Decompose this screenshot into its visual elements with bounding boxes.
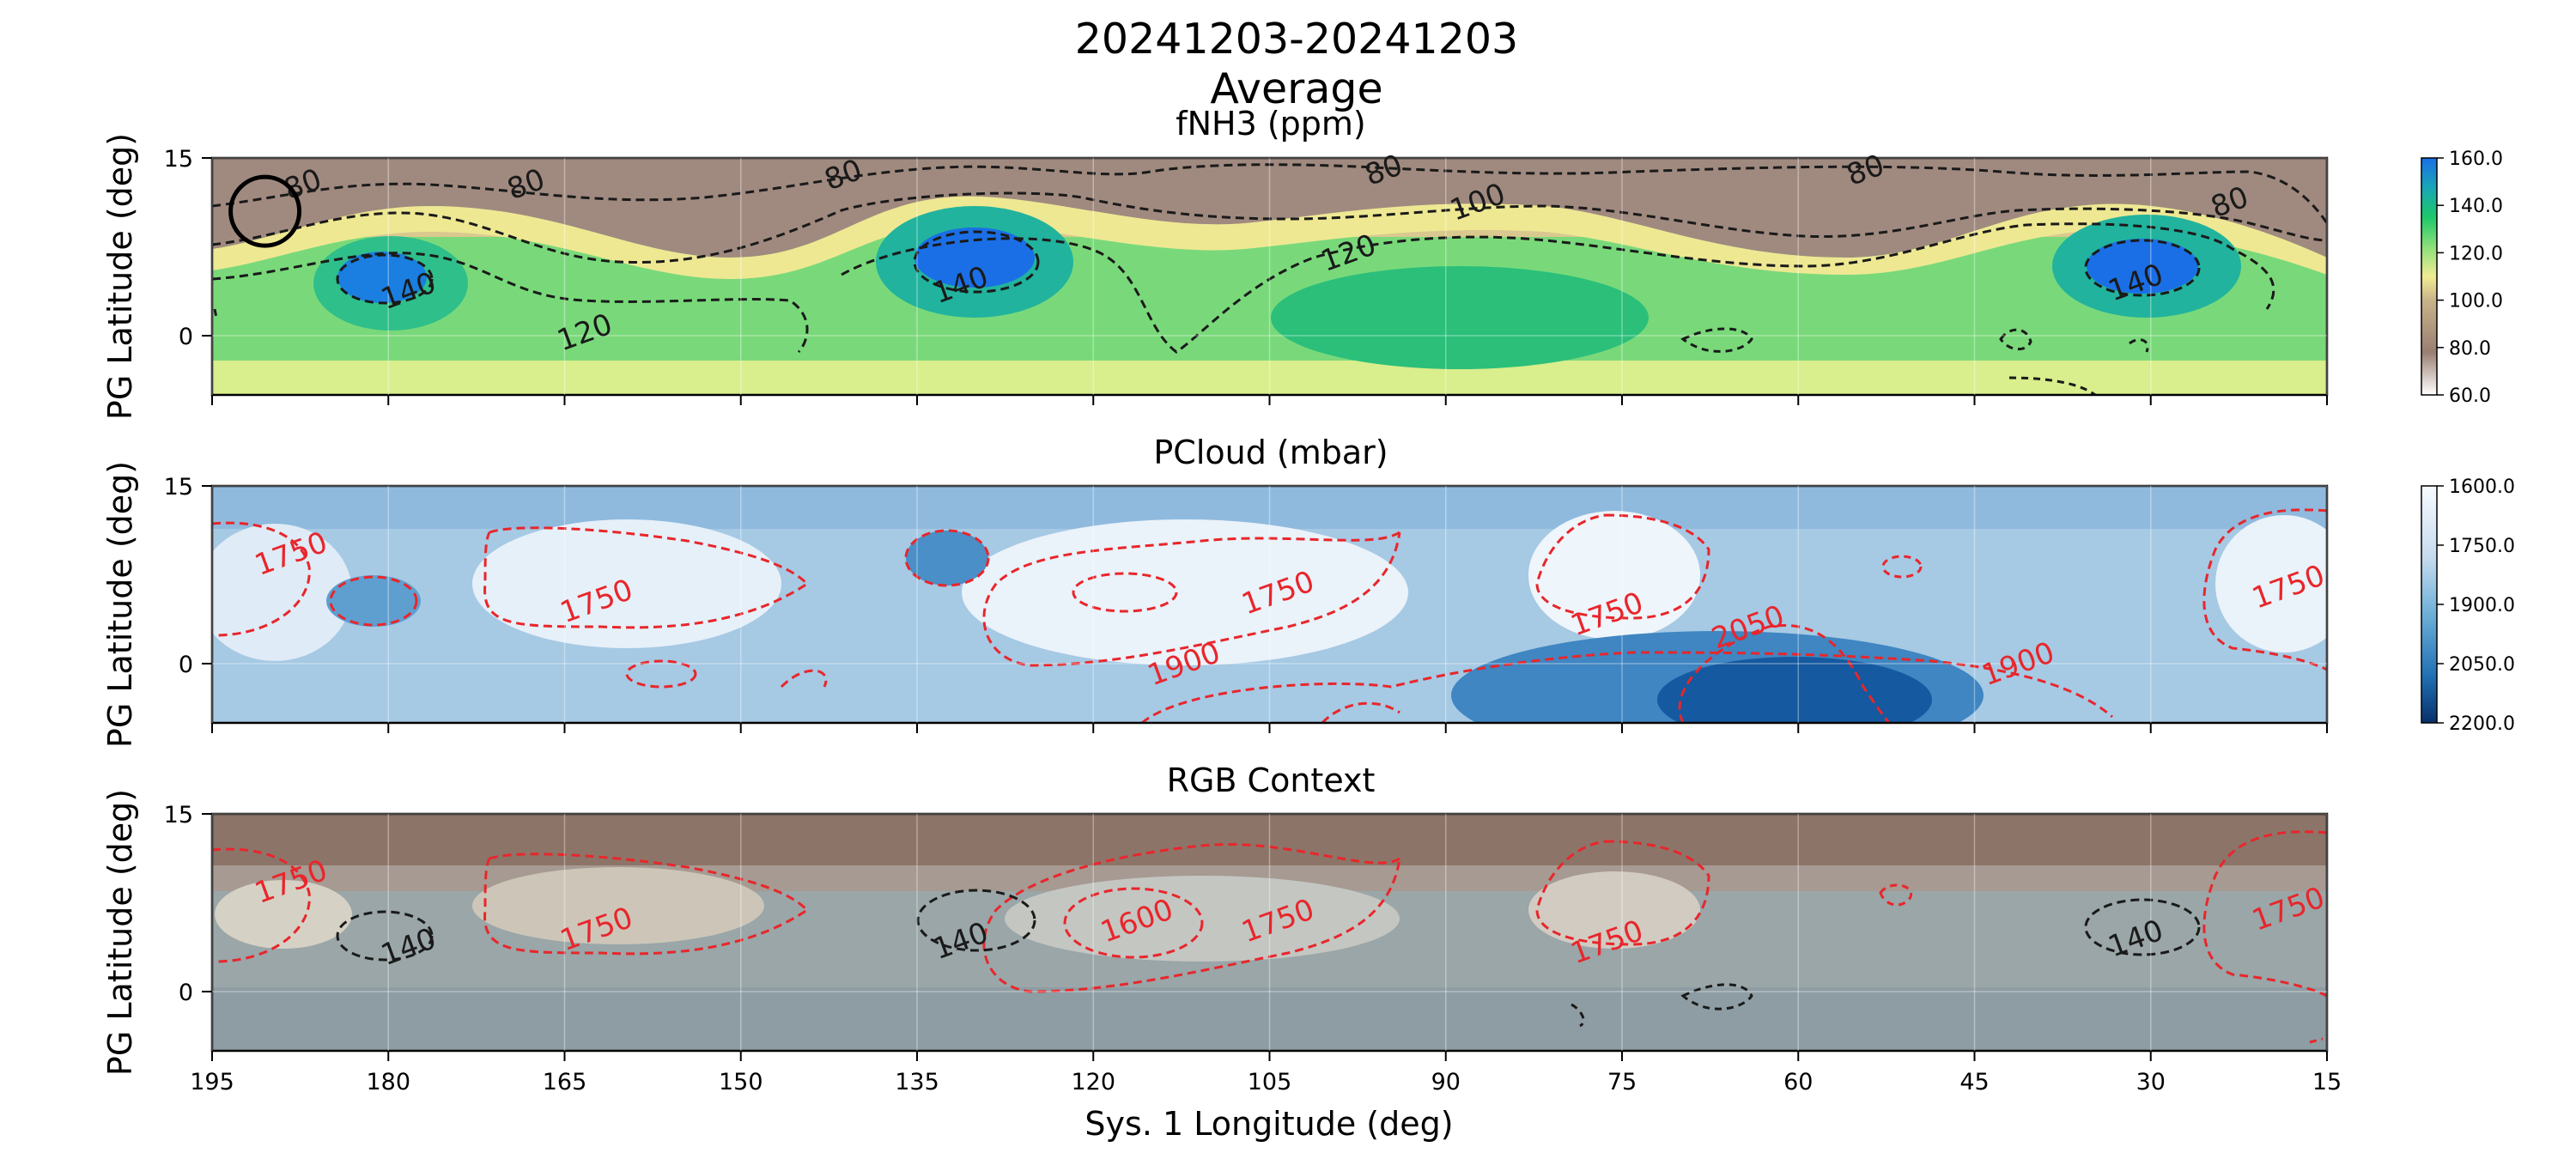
pcloud-light-b xyxy=(472,519,781,648)
x-tick-label: 165 xyxy=(543,1069,587,1095)
fnh3-contour-100 xyxy=(212,191,2327,264)
y-tick-label: 15 xyxy=(164,146,193,173)
rgb-contour-1750 xyxy=(212,830,2327,998)
x-tick-label: 60 xyxy=(1783,1069,1813,1095)
colorbar-tick-label: 80.0 xyxy=(2449,338,2491,360)
pcloud-contour-small-a xyxy=(329,575,418,627)
pcloud-contour-small-d xyxy=(625,659,697,689)
pcloud-title: PCloud (mbar) xyxy=(1153,434,1388,471)
pcloud-contour-small-b xyxy=(904,529,990,587)
fnh3-contour-140-b xyxy=(913,230,1040,294)
pcloud-dark-core xyxy=(1657,657,1932,723)
rgb-panel: RGB Context PG Latitude (deg) 195 180 165 1… xyxy=(101,762,2342,1095)
x-tick-label: 15 xyxy=(2312,1069,2342,1095)
pcloud-contour-2050 xyxy=(1678,624,1891,723)
rgb-contour-1600 xyxy=(1063,887,1204,959)
fnh3-yellow-band xyxy=(212,196,2327,279)
reference-circle xyxy=(228,174,302,248)
fnh3-contour-140-a xyxy=(336,253,434,305)
x-axis-label: Sys. 1 Longitude (deg) xyxy=(1084,1105,1453,1143)
fnh3-contour-small xyxy=(213,308,2149,395)
colorbar-tick-label: 2200.0 xyxy=(2449,713,2515,735)
fnh3-contour-120 xyxy=(212,222,2275,354)
rgb-contour-140-b xyxy=(916,889,1036,952)
y-tick-label: 15 xyxy=(164,474,193,501)
fnh3-colorbar xyxy=(2421,157,2438,396)
pcloud-contour-small-e xyxy=(1881,555,1923,579)
pcloud-ylabel: PG Latitude (deg) xyxy=(101,461,139,748)
colorbar-tick-label: 1600.0 xyxy=(2449,476,2515,498)
fnh3-panel: fNH3 (ppm) PG Latitude (deg) 0 15 xyxy=(101,105,2503,420)
fnh3-blob-30-core xyxy=(2087,239,2198,294)
rgb-contour-small-red xyxy=(1879,883,2324,1044)
rgb-contour-small xyxy=(1571,983,1753,1028)
pcloud-contour-1900 xyxy=(780,651,2113,723)
pcloud-light-a xyxy=(212,524,352,661)
pcloud-panel: PCloud (mbar) PG Latitude (deg) 0 15 xyxy=(101,434,2515,748)
fnh3-blob-130-core xyxy=(914,228,1035,288)
x-tick-label: 180 xyxy=(366,1069,410,1095)
y-tick-label: 0 xyxy=(179,980,193,1006)
pcloud-dark-a xyxy=(326,575,421,627)
colorbar-tick-label: 2050.0 xyxy=(2449,654,2515,676)
rgb-light-c xyxy=(1005,876,1400,962)
fnh3-ticks: 0 15 xyxy=(164,146,2328,405)
x-tick-label: 135 xyxy=(895,1069,939,1095)
pcloud-light-e xyxy=(2215,515,2327,652)
colorbar-tick-label: 60.0 xyxy=(2449,385,2491,407)
x-tick-label: 105 xyxy=(1248,1069,1292,1095)
x-tick-label: 90 xyxy=(1431,1069,1461,1095)
fnh3-blob-75 xyxy=(1271,266,1649,369)
pcloud-contour-small-c xyxy=(1072,572,1178,613)
rgb-band-south xyxy=(212,987,2327,1051)
colorbar-tick-label: 1750.0 xyxy=(2449,536,2515,557)
y-tick-label: 15 xyxy=(164,802,193,828)
x-tick-label: 120 xyxy=(1071,1069,1115,1095)
fnh3-colorbar-ticks: 60.0 80.0 100.0 120.0 140.0 160.0 xyxy=(2437,149,2503,407)
fnh3-gridlines xyxy=(211,157,2328,395)
x-tick-label: 45 xyxy=(1959,1069,1989,1095)
figure-title: 20241203-20241203 xyxy=(1075,15,1519,64)
pcloud-light-c xyxy=(962,519,1408,665)
rgb-contour-140-c xyxy=(2084,898,2201,956)
y-tick-label: 0 xyxy=(179,324,193,350)
pcloud-colorbar-ticks: 1600.0 1750.0 1900.0 2050.0 2200.0 xyxy=(2437,476,2515,735)
fnh3-blob-180-core xyxy=(337,252,427,303)
rgb-light-a xyxy=(215,880,352,949)
x-tick-label: 75 xyxy=(1607,1069,1637,1095)
fnh3-title: fNH3 (ppm) xyxy=(1176,105,1366,143)
pcloud-light-d xyxy=(1528,511,1700,640)
pcloud-band-north xyxy=(212,486,2327,529)
y-tick-label: 0 xyxy=(179,652,193,678)
rgb-band-north xyxy=(212,814,2327,865)
fnh3-brown-wave xyxy=(212,158,2327,258)
fnh3-south-band xyxy=(212,361,2327,395)
fnh3-contour-140-c xyxy=(2084,239,2201,297)
rgb-light-d xyxy=(1528,871,1700,949)
rgb-light-b xyxy=(472,867,764,944)
colorbar-tick-label: 120.0 xyxy=(2449,243,2503,264)
x-tick-label: 150 xyxy=(719,1069,763,1095)
x-tick-label: 195 xyxy=(190,1069,234,1095)
rgb-contour-140-a xyxy=(336,910,434,962)
x-tick-label: 30 xyxy=(2136,1069,2166,1095)
colorbar-tick-label: 140.0 xyxy=(2449,196,2503,217)
colorbar-tick-label: 100.0 xyxy=(2449,291,2503,313)
pcloud-colorbar xyxy=(2421,485,2438,724)
colorbar-tick-label: 1900.0 xyxy=(2449,595,2515,616)
fnh3-ylabel: PG Latitude (deg) xyxy=(101,133,139,420)
colorbar-tick-label: 160.0 xyxy=(2449,149,2503,170)
pcloud-contour-1750 xyxy=(212,508,2327,671)
rgb-ylabel: PG Latitude (deg) xyxy=(101,789,139,1076)
pcloud-gridlines xyxy=(211,485,2328,723)
rgb-gridlines xyxy=(211,813,2328,1051)
pcloud-ticks: 0 15 xyxy=(164,474,2328,733)
figure-subtitle: Average xyxy=(1210,64,1382,113)
pcloud-dark-b xyxy=(906,531,988,586)
rgb-title: RGB Context xyxy=(1167,762,1376,799)
